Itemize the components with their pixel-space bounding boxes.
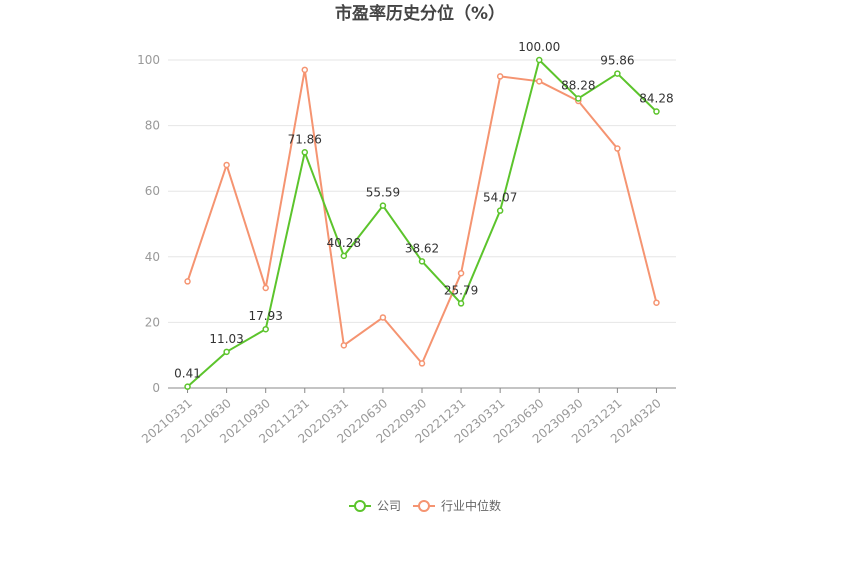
data-point — [379, 314, 387, 321]
y-tick-label: 60 — [145, 184, 160, 198]
data-label: 38.62 — [405, 241, 439, 255]
data-point — [457, 269, 465, 277]
data-point — [262, 325, 269, 333]
data-label: 40.28 — [327, 236, 361, 250]
data-label: 0.41 — [174, 367, 201, 381]
data-label: 55.59 — [366, 186, 400, 200]
data-point — [614, 70, 621, 77]
data-point — [184, 383, 191, 390]
data-label: 84.28 — [639, 92, 673, 106]
data-label: 11.03 — [209, 332, 243, 346]
data-point — [418, 360, 426, 367]
data-label: 95.86 — [600, 54, 634, 68]
y-tick-label: 80 — [145, 119, 160, 133]
grid-lines — [168, 59, 676, 323]
legend-marker — [418, 500, 430, 512]
legend[interactable]: 公司 行业中位数 — [349, 498, 501, 513]
data-point — [223, 161, 230, 169]
data-label: 54.07 — [483, 191, 517, 205]
legend-item-company[interactable]: 公司 — [349, 499, 401, 513]
data-point — [340, 342, 348, 349]
y-tick-label: 20 — [145, 315, 160, 329]
y-tick-label: 100 — [137, 53, 160, 67]
legend-label: 公司 — [377, 499, 401, 513]
data-point — [301, 66, 309, 74]
data-point — [614, 145, 621, 152]
y-tick-label: 0 — [152, 381, 160, 395]
data-point — [457, 300, 465, 307]
y-axis: 0 20 40 60 80 100 — [137, 53, 160, 395]
data-label: 17.93 — [249, 309, 283, 323]
chart-title: 市盈率历史分位（%） — [335, 3, 505, 24]
legend-item-industry[interactable]: 行业中位数 — [413, 498, 501, 513]
series-company: 0.41 11.03 17.93 71.86 40.28 55.59 38.62 25.79 5… — [174, 40, 674, 390]
series-layer: 0.41 11.03 17.93 71.86 40.28 55.59 38.62 25.79 5… — [174, 40, 674, 390]
data-label: 71.86 — [288, 132, 322, 146]
legend-label: 行业中位数 — [441, 498, 501, 513]
legend-marker — [354, 500, 366, 512]
data-point — [340, 252, 348, 260]
data-point — [262, 284, 269, 292]
data-point — [653, 108, 660, 115]
data-point — [379, 202, 387, 209]
data-label: 25.79 — [444, 283, 478, 297]
data-point — [535, 56, 543, 64]
x-axis: 2021033120210630202109302021123120220331… — [139, 387, 676, 446]
data-point — [575, 95, 582, 102]
data-point — [535, 78, 543, 85]
data-point — [496, 73, 504, 80]
data-point — [418, 258, 426, 265]
data-label: 100.00 — [518, 40, 560, 54]
data-point — [301, 149, 309, 156]
data-point — [184, 278, 191, 285]
data-point — [496, 207, 504, 214]
y-tick-label: 40 — [145, 250, 160, 264]
data-label: 88.28 — [561, 78, 595, 92]
data-point — [223, 348, 230, 356]
data-point — [653, 299, 660, 306]
